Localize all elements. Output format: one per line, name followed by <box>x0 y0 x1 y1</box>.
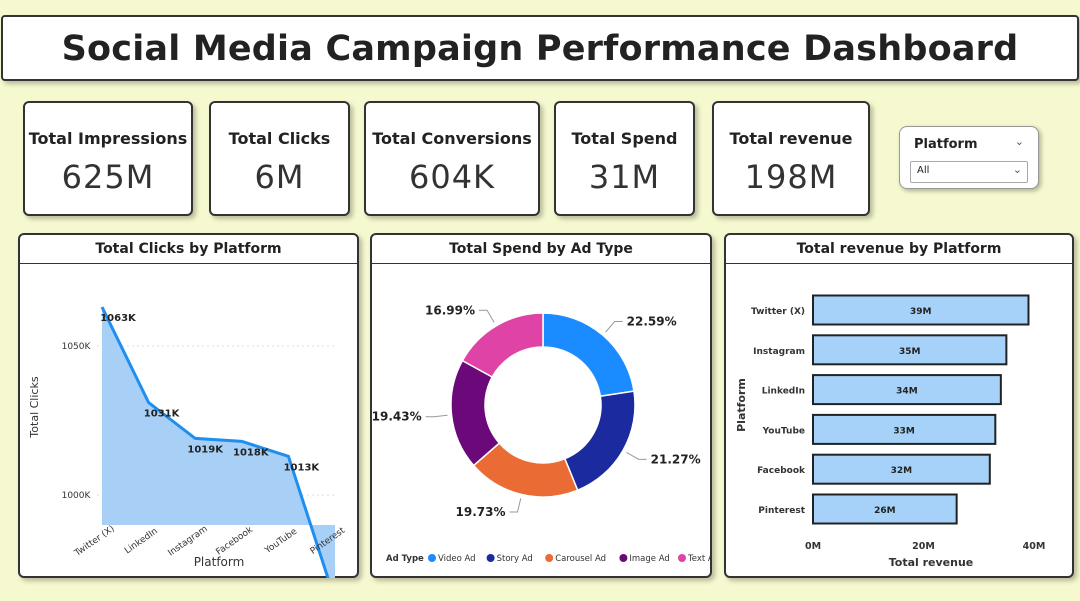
leader-line <box>425 414 448 418</box>
data-label: 1063K <box>100 313 137 324</box>
slice-label: 16.99% <box>425 303 475 317</box>
data-label: 1019K <box>187 444 224 455</box>
kpi-value: 604K <box>408 158 496 196</box>
legend-label: Image Ad <box>629 554 669 564</box>
kpi-value: 31M <box>588 158 661 196</box>
x-tick-label: 40M <box>1023 541 1046 552</box>
y-tick-label: Twitter (X) <box>751 307 805 317</box>
kpi-card-conversions: Total Conversions 604K <box>364 101 540 216</box>
x-tick-label: 0M <box>805 541 821 552</box>
x-tick-label: Facebook <box>214 525 255 558</box>
data-label: 33M <box>893 426 915 436</box>
clicks-by-platform-panel: Total Clicks by Platform 1063K 1031K 1019K… <box>18 233 359 578</box>
chart-title: Total Spend by Ad Type <box>372 235 710 264</box>
legend-label: Text Ad <box>687 554 710 564</box>
legend-marker <box>678 554 686 562</box>
leader-line <box>626 451 647 460</box>
y-tick-label: LinkedIn <box>762 387 805 397</box>
slice-label: 22.59% <box>627 315 677 329</box>
chevron-down-icon[interactable]: ⌄ <box>1014 135 1024 148</box>
legend-marker <box>486 554 495 562</box>
y-tick-label: 1000K <box>62 491 92 501</box>
data-label: 1031K <box>144 409 181 420</box>
x-tick-label: Twitter (X) <box>72 524 116 559</box>
data-label: 39M <box>910 307 932 317</box>
bar <box>812 453 991 485</box>
revenue-bar-chart: Twitter (X) 39M Instagram 35M LinkedIn 34M You… <box>735 294 1046 569</box>
x-tick-label: Instagram <box>166 524 209 558</box>
bar <box>812 413 997 445</box>
area-fill <box>102 307 335 578</box>
y-tick-label: YouTube <box>762 426 805 436</box>
kpi-card-clicks: Total Clicks 6M <box>209 101 350 216</box>
bar <box>812 294 1030 326</box>
series-line <box>100 306 330 578</box>
x-axis-label: Platform <box>194 555 245 569</box>
kpi-value: 198M <box>744 158 838 196</box>
legend-title: Ad Type <box>386 554 424 564</box>
y-tick-label: 1050K <box>62 342 92 352</box>
clicks-area-chart: 1063K 1031K 1019K 1018K 1013K 1000K 1050K Twi… <box>28 306 347 578</box>
legend-label: Carousel Ad <box>555 554 606 564</box>
y-tick-label: Facebook <box>757 466 806 476</box>
title-bar: Social Media Campaign Performance Dashbo… <box>1 15 1079 81</box>
leader-line <box>479 309 495 323</box>
platform-slicer[interactable]: Platform ⌄ All ⌄ <box>899 126 1039 189</box>
leader-line <box>605 321 623 333</box>
legend-marker <box>619 554 628 562</box>
y-tick-label: Pinterest <box>758 506 805 516</box>
chart-title: Total Clicks by Platform <box>20 235 357 264</box>
y-tick-label: Instagram <box>753 347 805 357</box>
legend-label: Video Ad <box>438 554 476 564</box>
chevron-down-icon: ⌄ <box>1012 163 1022 176</box>
legend-marker <box>428 554 436 562</box>
bar <box>812 374 1002 406</box>
kpi-card-impressions: Total Impressions 625M <box>23 101 193 216</box>
dropdown-value: All <box>917 165 930 176</box>
dashboard-title: Social Media Campaign Performance Dashbo… <box>61 29 1019 69</box>
slicer-title: Platform <box>914 137 978 152</box>
kpi-value: 625M <box>61 158 155 196</box>
x-axis-label: Total revenue <box>889 556 974 569</box>
bar <box>812 493 958 525</box>
kpi-label: Total Clicks <box>228 129 331 148</box>
donut-slice <box>542 312 635 398</box>
kpi-label: Total Spend <box>571 129 678 148</box>
y-axis-label: Platform <box>735 378 748 432</box>
x-tick-label: LinkedIn <box>123 526 160 556</box>
chart-title: Total revenue by Platform <box>726 235 1072 264</box>
data-label: 26M <box>874 506 896 516</box>
data-label: 1018K <box>233 447 270 458</box>
kpi-card-revenue: Total revenue 198M <box>712 101 870 216</box>
legend-label: Story Ad <box>497 554 533 564</box>
slice-label: 21.27% <box>651 452 701 466</box>
donut-slice <box>461 312 544 379</box>
x-tick-label: 20M <box>912 541 935 552</box>
data-label: 32M <box>891 466 913 476</box>
data-label: 1013K <box>284 462 321 473</box>
leader-line <box>509 498 522 513</box>
kpi-card-spend: Total Spend 31M <box>554 101 695 216</box>
donut-slice <box>563 390 636 492</box>
x-tick-label: YouTube <box>263 527 300 557</box>
legend-marker <box>545 554 554 562</box>
data-label: 35M <box>899 347 921 357</box>
kpi-label: Total Conversions <box>372 129 532 148</box>
platform-dropdown[interactable]: All ⌄ <box>910 161 1028 183</box>
bar <box>812 334 1008 366</box>
kpi-value: 6M <box>254 158 305 196</box>
spend-donut-chart: 22.59% 21.27% 19.73% 19.43% 16.99% Ad Type Vi… <box>372 303 710 564</box>
y-axis-label: Total Clicks <box>28 376 41 438</box>
revenue-by-platform-panel: Total revenue by Platform Twitter (X) 39M… <box>724 233 1074 578</box>
kpi-label: Total revenue <box>729 129 853 148</box>
slice-label: 19.43% <box>372 410 422 424</box>
data-label: 34M <box>896 387 918 397</box>
kpi-label: Total Impressions <box>28 129 188 148</box>
slice-label: 19.73% <box>456 505 506 519</box>
spend-by-adtype-panel: Total Spend by Ad Type 22.59% 21.27% 19.73… <box>370 233 712 578</box>
